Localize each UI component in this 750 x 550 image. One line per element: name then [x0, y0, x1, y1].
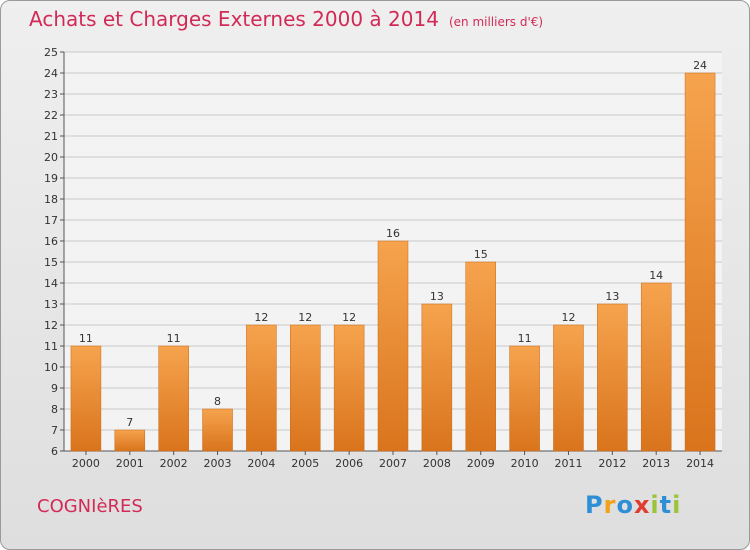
bar	[465, 261, 496, 452]
data-label: 15	[474, 248, 488, 261]
y-tick-label: 8	[51, 403, 58, 416]
data-label: 12	[561, 311, 575, 324]
data-label: 16	[386, 227, 400, 240]
chart-title: Achats et Charges Externes 2000 à 2014 (e…	[29, 7, 543, 31]
x-tick-label: 2009	[467, 457, 495, 470]
data-label: 13	[605, 290, 619, 303]
logo-letter: t	[659, 491, 673, 519]
y-tick-label: 10	[44, 361, 58, 374]
x-tick-label: 2014	[686, 457, 714, 470]
y-tick-label: 23	[44, 88, 58, 101]
y-tick-label: 25	[44, 46, 58, 59]
x-tick-label: 2010	[511, 457, 539, 470]
data-label: 12	[298, 311, 312, 324]
data-label: 24	[693, 59, 707, 72]
logo-letter: i	[650, 491, 660, 519]
data-label: 7	[126, 416, 133, 429]
data-label: 12	[254, 311, 268, 324]
x-tick-label: 2005	[291, 457, 319, 470]
data-label: 12	[342, 311, 356, 324]
x-tick-label: 2004	[247, 457, 275, 470]
x-tick-label: 2003	[204, 457, 232, 470]
logo-letter: r	[603, 491, 617, 519]
logo-letter: i	[672, 491, 682, 519]
y-tick-label: 17	[44, 214, 58, 227]
bar	[509, 345, 540, 452]
y-tick-label: 15	[44, 256, 58, 269]
bar	[202, 408, 233, 452]
y-tick-label: 12	[44, 319, 58, 332]
x-tick-label: 2011	[554, 457, 582, 470]
bar	[684, 72, 716, 452]
y-tick-label: 22	[44, 109, 58, 122]
y-tick-label: 20	[44, 151, 58, 164]
y-tick-label: 7	[51, 424, 58, 437]
x-tick-label: 2008	[423, 457, 451, 470]
y-tick-label: 21	[44, 130, 58, 143]
y-tick-label: 19	[44, 172, 58, 185]
x-tick-label: 2006	[335, 457, 363, 470]
logo-letter: o	[616, 491, 634, 519]
y-tick-label: 14	[44, 277, 58, 290]
x-tick-label: 2000	[72, 457, 100, 470]
data-label: 11	[79, 332, 93, 345]
x-tick-label: 2002	[160, 457, 188, 470]
commune-name: COGNIèRES	[37, 496, 143, 517]
y-tick-label: 13	[44, 298, 58, 311]
bar	[597, 303, 628, 452]
data-label: 13	[430, 290, 444, 303]
y-tick-label: 18	[44, 193, 58, 206]
bar	[246, 324, 277, 452]
bar	[158, 345, 189, 452]
y-tick-label: 9	[51, 382, 58, 395]
proxiti-logo[interactable]: Proxiti	[585, 491, 681, 519]
bar	[377, 240, 409, 452]
x-tick-label: 2001	[116, 457, 144, 470]
data-label: 11	[518, 332, 532, 345]
y-tick-label: 24	[44, 67, 58, 80]
chart-title-unit: (en milliers d'€)	[448, 15, 544, 29]
logo-letter: P	[585, 491, 604, 519]
logo-letter: x	[633, 491, 651, 519]
x-tick-label: 2012	[598, 457, 626, 470]
data-label: 11	[167, 332, 181, 345]
bar	[640, 282, 672, 452]
bar	[290, 324, 321, 452]
bar	[553, 324, 584, 452]
x-tick-label: 2007	[379, 457, 407, 470]
chart-title-text: Achats et Charges Externes 2000 à 2014	[29, 7, 439, 31]
bar	[114, 429, 146, 452]
bar	[333, 324, 365, 452]
data-label: 8	[214, 395, 221, 408]
bar	[70, 345, 102, 452]
y-tick-label: 6	[51, 445, 58, 458]
y-tick-label: 11	[44, 340, 58, 353]
x-tick-label: 2013	[642, 457, 670, 470]
data-label: 14	[649, 269, 663, 282]
bar	[421, 303, 453, 452]
y-tick-label: 16	[44, 235, 58, 248]
